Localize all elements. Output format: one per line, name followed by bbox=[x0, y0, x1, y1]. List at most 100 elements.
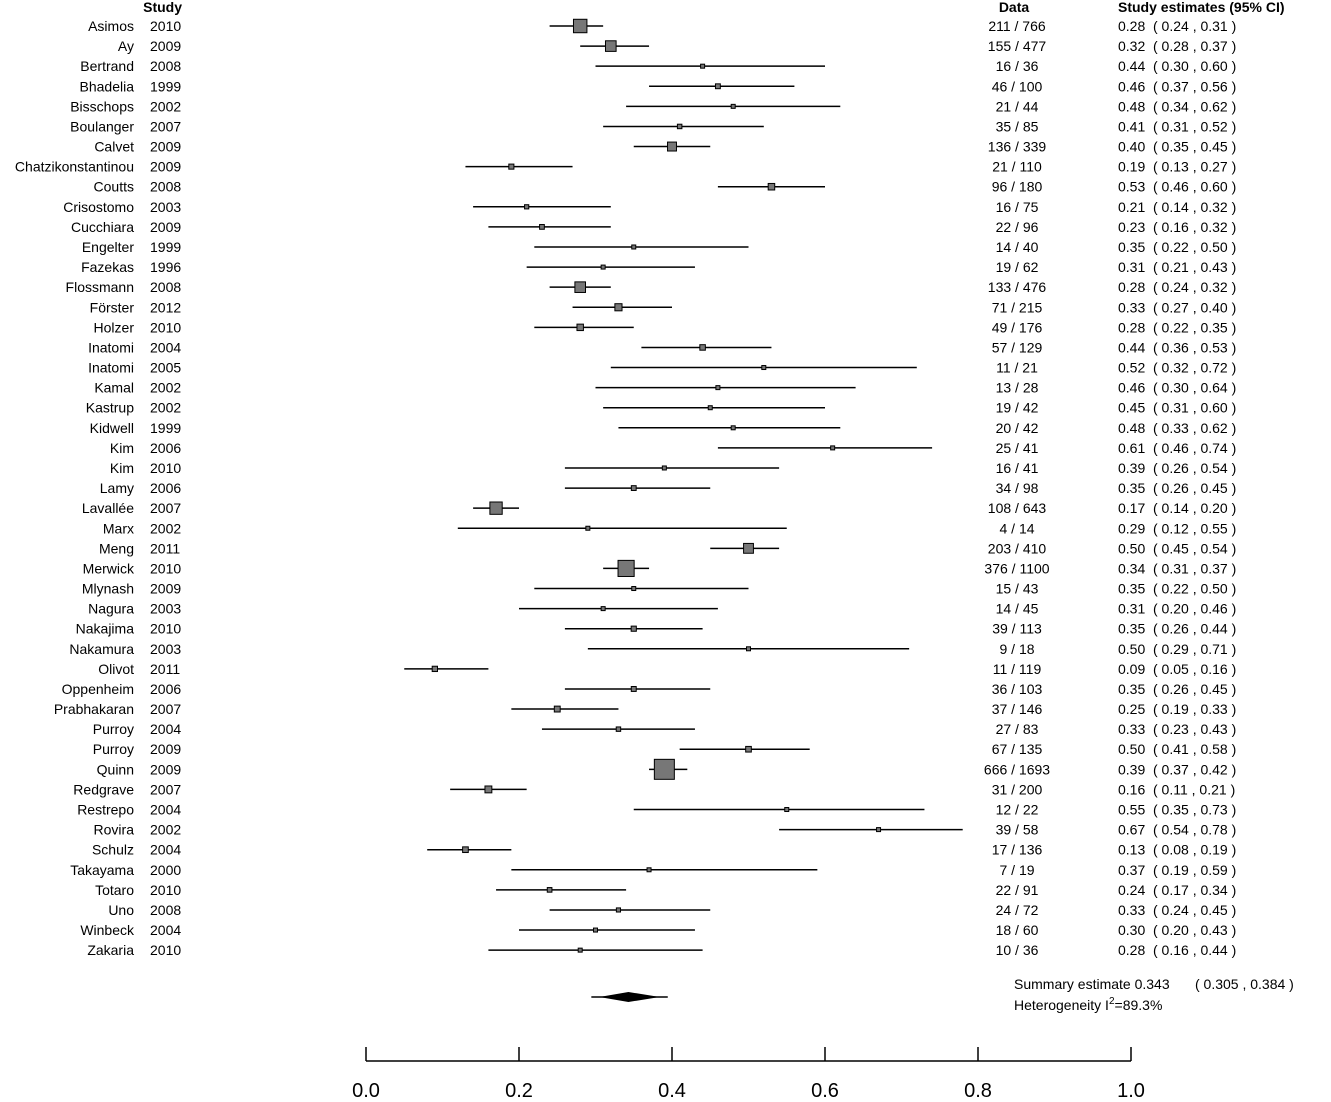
study-row: Lavallée 2007 108 / 643 0.17 ( 0.14 , 0.20 ) bbox=[82, 500, 1236, 516]
estimate-box bbox=[700, 63, 706, 69]
study-ci: ( 0.31 , 0.52 ) bbox=[1153, 118, 1236, 134]
study-row: Nakajima 2010 39 / 113 0.35 ( 0.26 , 0.44 ) bbox=[76, 621, 1237, 637]
study-ci: ( 0.33 , 0.62 ) bbox=[1153, 420, 1236, 436]
study-ci: ( 0.27 , 0.40 ) bbox=[1153, 299, 1236, 315]
study-year: 2010 bbox=[150, 560, 181, 576]
study-data: 16 / 75 bbox=[996, 199, 1039, 215]
study-year: 2008 bbox=[150, 902, 181, 918]
study-row: Coutts 2008 96 / 180 0.53 ( 0.46 , 0.60 ) bbox=[94, 179, 1237, 195]
study-estimate: 0.50 bbox=[1118, 641, 1145, 657]
estimate-box bbox=[615, 726, 622, 732]
estimate-box bbox=[676, 123, 683, 130]
study-data: 39 / 113 bbox=[992, 621, 1042, 637]
study-row: Lamy 2006 34 / 98 0.35 ( 0.26 , 0.45 ) bbox=[100, 480, 1237, 496]
study-data: 27 / 83 bbox=[996, 721, 1039, 737]
study-ci: ( 0.22 , 0.35 ) bbox=[1153, 319, 1236, 335]
study-ci: ( 0.34 , 0.62 ) bbox=[1153, 98, 1236, 114]
study-year: 2009 bbox=[150, 761, 181, 777]
study-data: 133 / 476 bbox=[988, 279, 1047, 295]
estimate-box bbox=[830, 445, 836, 451]
study-ci: ( 0.45 , 0.54 ) bbox=[1153, 540, 1236, 556]
study-year: 2009 bbox=[150, 581, 181, 597]
estimate-box bbox=[585, 525, 591, 531]
study-estimate: 0.19 bbox=[1118, 159, 1145, 175]
estimate-box bbox=[572, 18, 588, 34]
study-name: Crisostomo bbox=[63, 199, 134, 215]
study-name: Ay bbox=[118, 38, 134, 54]
estimate-box bbox=[699, 344, 706, 351]
summary-estimate-label: Summary estimate 0.343 bbox=[1014, 976, 1170, 992]
study-data: 35 / 85 bbox=[996, 118, 1039, 134]
study-data: 19 / 42 bbox=[996, 400, 1039, 416]
study-ci: ( 0.16 , 0.32 ) bbox=[1153, 219, 1236, 235]
study-data: 34 / 98 bbox=[996, 480, 1039, 496]
study-estimate: 0.31 bbox=[1118, 259, 1145, 275]
study-name: Coutts bbox=[94, 179, 134, 195]
study-year: 2008 bbox=[150, 279, 181, 295]
study-data: 57 / 129 bbox=[992, 339, 1043, 355]
estimate-box bbox=[730, 103, 736, 109]
study-estimate: 0.50 bbox=[1118, 741, 1145, 757]
estimate-box bbox=[489, 501, 503, 515]
study-row: Engelter 1999 14 / 40 0.35 ( 0.22 , 0.50 ) bbox=[82, 239, 1236, 255]
study-row: Oppenheim 2006 36 / 103 0.35 ( 0.26 , 0.45 ) bbox=[62, 681, 1237, 697]
study-ci: ( 0.37 , 0.42 ) bbox=[1153, 761, 1236, 777]
study-name: Rovira bbox=[94, 822, 135, 838]
study-name: Lavallée bbox=[82, 500, 134, 516]
study-name: Redgrave bbox=[73, 781, 134, 797]
x-tick-label: 0.2 bbox=[505, 1080, 533, 1102]
heterogeneity-value: =89.3% bbox=[1115, 997, 1163, 1013]
study-row: Takayama 2000 7 / 19 0.37 ( 0.19 , 0.59 ) bbox=[70, 862, 1236, 878]
study-name: Winbeck bbox=[80, 922, 135, 938]
study-row: Zakaria 2010 10 / 36 0.28 ( 0.16 , 0.44 ) bbox=[87, 942, 1236, 958]
study-name: Marx bbox=[103, 520, 134, 536]
study-name: Prabhakaran bbox=[54, 701, 134, 717]
study-data: 18 / 60 bbox=[996, 922, 1039, 938]
study-year: 2002 bbox=[150, 822, 181, 838]
study-data: 22 / 91 bbox=[996, 882, 1039, 898]
study-ci: ( 0.11 , 0.21 ) bbox=[1153, 781, 1235, 797]
heterogeneity-prefix: Heterogeneity I bbox=[1014, 997, 1109, 1013]
study-row: Restrepo 2004 12 / 22 0.55 ( 0.35 , 0.73 ) bbox=[77, 802, 1236, 818]
study-name: Asimos bbox=[88, 18, 134, 34]
study-name: Purroy bbox=[93, 721, 134, 737]
study-estimate: 0.32 bbox=[1118, 38, 1145, 54]
study-estimate: 0.45 bbox=[1118, 400, 1145, 416]
estimate-box bbox=[431, 665, 439, 673]
study-row: Bhadelia 1999 46 / 100 0.46 ( 0.37 , 0.56 ) bbox=[80, 78, 1237, 94]
study-year: 2007 bbox=[150, 500, 181, 516]
study-row: Purroy 2004 27 / 83 0.33 ( 0.23 , 0.43 ) bbox=[93, 721, 1237, 737]
study-ci: ( 0.16 , 0.44 ) bbox=[1153, 942, 1236, 958]
study-name: Zakaria bbox=[87, 942, 134, 958]
study-row: Rovira 2002 39 / 58 0.67 ( 0.54 , 0.78 ) bbox=[94, 822, 1237, 838]
study-data: 203 / 410 bbox=[988, 540, 1047, 556]
study-estimate: 0.46 bbox=[1118, 380, 1145, 396]
study-ci: ( 0.21 , 0.43 ) bbox=[1153, 259, 1236, 275]
study-row: Cucchiara 2009 22 / 96 0.23 ( 0.16 , 0.32 ) bbox=[71, 219, 1236, 235]
study-data: 24 / 72 bbox=[996, 902, 1039, 918]
study-year: 2003 bbox=[150, 641, 181, 657]
study-name: Uno bbox=[108, 902, 134, 918]
study-estimate: 0.31 bbox=[1118, 601, 1145, 617]
study-name: Kamal bbox=[94, 380, 134, 396]
estimate-box bbox=[876, 827, 882, 833]
estimate-box bbox=[653, 758, 675, 780]
study-name: Inatomi bbox=[88, 339, 134, 355]
study-name: Purroy bbox=[93, 741, 134, 757]
study-data: 13 / 28 bbox=[996, 380, 1039, 396]
study-row: Schulz 2004 17 / 136 0.13 ( 0.08 , 0.19 ) bbox=[92, 842, 1236, 858]
study-data: 14 / 45 bbox=[996, 601, 1039, 617]
estimate-box bbox=[593, 927, 598, 933]
estimate-box bbox=[743, 542, 754, 554]
study-ci: ( 0.36 , 0.53 ) bbox=[1153, 339, 1236, 355]
study-name: Restrepo bbox=[77, 802, 134, 818]
x-tick-label: 0.8 bbox=[964, 1080, 992, 1102]
estimate-box bbox=[484, 785, 493, 794]
study-ci: ( 0.32 , 0.72 ) bbox=[1153, 360, 1236, 376]
study-name: Bertrand bbox=[80, 58, 134, 74]
study-year: 2002 bbox=[150, 400, 181, 416]
study-data: 49 / 176 bbox=[992, 319, 1043, 335]
study-year: 2006 bbox=[150, 440, 181, 456]
study-name: Kim bbox=[110, 460, 134, 476]
study-data: 25 / 41 bbox=[996, 440, 1039, 456]
